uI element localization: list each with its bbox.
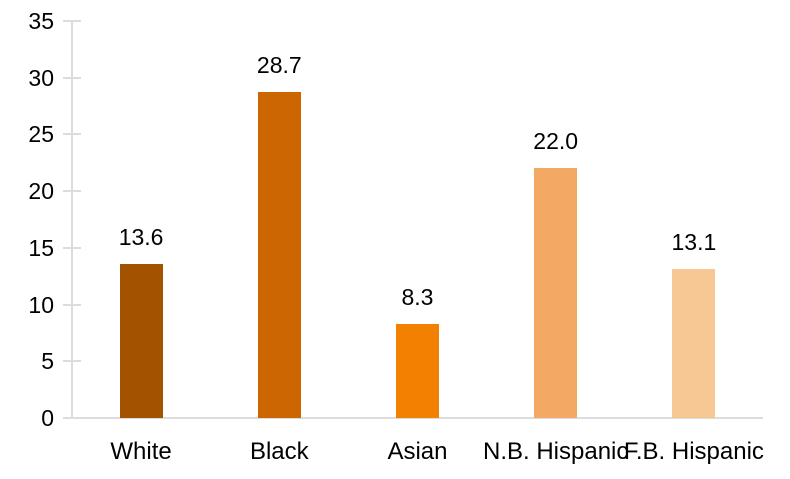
y-axis-tick-label: 0 — [41, 405, 54, 431]
category-label: N.B. Hispanic — [482, 438, 629, 465]
x-axis-line — [72, 417, 763, 419]
bar-value-label: 13.1 — [671, 229, 717, 256]
y-axis-tick — [63, 360, 81, 363]
y-axis-tick — [63, 190, 81, 193]
bar-value-label: 8.3 — [401, 283, 434, 310]
bar-black — [257, 92, 301, 418]
category-label: Asian — [387, 438, 448, 465]
y-axis-tick-label: 35 — [28, 8, 54, 34]
bar-f-b-hispanic — [672, 269, 716, 418]
y-axis-tick-label: 15 — [28, 234, 54, 261]
y-axis-tick-label: 5 — [41, 348, 54, 375]
bar-value-label: 28.7 — [256, 52, 302, 79]
y-axis-tick-label: 30 — [28, 64, 54, 91]
category-label: Black — [249, 438, 309, 465]
y-axis-tick-label: 25 — [28, 121, 54, 148]
bar-asian — [396, 323, 439, 418]
y-axis-tick — [63, 76, 81, 79]
y-axis-tick — [63, 246, 81, 249]
y-axis-line — [71, 21, 73, 419]
y-axis-tick — [63, 133, 81, 136]
category-label: White — [110, 438, 172, 465]
y-axis-tick — [63, 303, 81, 306]
y-axis-tick — [63, 20, 81, 22]
y-axis-tick-label: 20 — [28, 178, 54, 205]
bar-value-label: 22.0 — [533, 128, 579, 155]
y-axis-tick-label: 10 — [28, 291, 54, 318]
bar-value-label: 13.6 — [118, 223, 164, 250]
bar-white — [119, 263, 163, 418]
category-label: F.B. Hispanic — [623, 438, 764, 465]
bar-n-b-hispanic — [534, 168, 578, 418]
